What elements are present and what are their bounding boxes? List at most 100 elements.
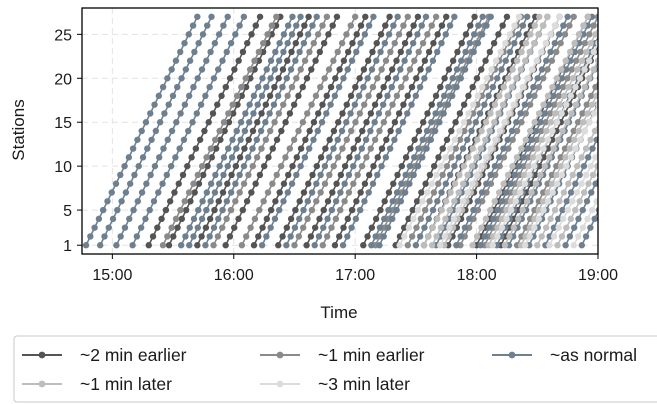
stop-point [259,39,267,47]
stop-point [567,154,575,161]
stop-point [121,224,129,231]
stop-point [376,127,383,135]
stop-point [556,198,563,205]
stop-point [537,48,545,56]
stop-point [594,162,598,170]
stop-point [186,57,194,64]
stop-point [521,101,529,108]
stop-point [239,48,247,56]
stop-point [427,136,435,143]
stop-point [555,92,562,100]
stop-point [633,75,639,81]
stop-point [142,215,149,223]
stop-point [400,101,407,108]
stop-point [609,75,615,81]
stop-point [279,233,286,240]
stop-point [492,136,499,143]
stop-point [580,22,587,29]
stop-point [219,224,226,231]
stop-point [446,22,454,29]
stop-point [426,198,433,205]
stop-point [433,233,440,240]
stop-point [489,83,497,91]
stop-point [322,145,329,152]
stop-point [345,189,353,196]
stop-point [479,13,486,20]
stop-point [618,58,624,64]
stop-point [288,83,296,91]
stop-point [325,66,333,73]
stop-point [330,57,337,64]
stop-point [357,189,364,196]
stop-point [138,189,146,196]
stop-point [530,39,538,47]
stop-point [586,31,593,38]
stop-point [172,215,180,223]
stop-point [193,110,200,117]
stop-point [513,127,521,135]
stop-point [589,145,596,152]
y-tick-label: 10 [54,159,72,176]
stop-point [339,242,347,249]
stop-point [154,224,161,231]
stop-point [362,136,370,143]
stop-point [581,83,588,91]
stop-point [436,119,443,126]
stop-point [287,66,295,73]
stop-point [368,242,375,249]
stop-point [611,58,617,64]
stop-point [424,110,431,117]
stop-point [446,224,453,231]
stop-point [186,224,193,231]
stop-point [396,242,403,249]
stop-point [490,215,497,223]
stop-point [113,242,120,249]
stop-point [236,171,243,179]
stop-point [615,110,621,116]
stop-point [455,189,462,196]
stop-point [578,57,586,64]
stop-point [227,39,235,47]
stop-point [209,110,217,117]
stop-point [305,180,312,187]
stop-point [230,110,237,117]
stop-point [195,39,202,47]
stop-point [596,119,598,126]
stop-point [470,31,478,38]
stop-point [591,215,598,223]
stop-point [388,83,395,91]
stop-point [511,180,519,187]
stop-point [364,75,371,82]
stop-point [162,206,170,214]
stop-point [498,198,506,205]
stop-point [336,233,343,240]
stop-point [612,128,618,134]
stop-point [538,233,545,240]
stop-point [494,75,501,82]
stop-point [441,233,448,240]
stop-point [499,22,506,29]
series-layer [82,13,654,249]
stop-point [648,66,654,72]
stop-point [537,119,544,126]
stop-point [410,171,417,179]
stop-point [282,154,289,161]
stop-point [314,31,322,38]
stop-point [438,206,445,214]
stop-point [291,224,299,231]
stop-point [296,48,303,56]
stop-point [531,215,538,223]
stop-point [208,154,216,161]
stop-point [317,189,324,196]
stop-point [583,48,590,56]
stop-point [474,39,482,47]
stop-point [163,171,171,179]
stop-point [535,110,543,117]
stop-point [641,40,647,46]
stop-point [494,206,501,214]
stop-point [303,242,310,249]
stop-point [430,189,438,196]
stop-point [482,119,490,126]
stop-point [308,66,315,73]
stop-point [507,198,515,205]
